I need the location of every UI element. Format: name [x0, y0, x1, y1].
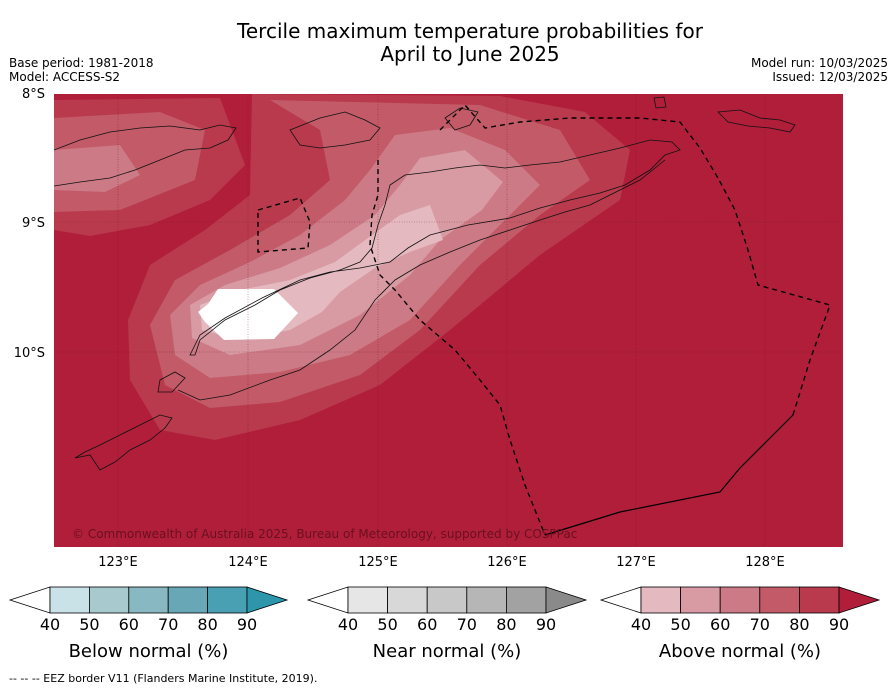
alor-island-coast	[289, 111, 381, 149]
map-panel: © Commonwealth of Australia 2025, Bureau…	[54, 94, 843, 547]
colorbar-segment	[128, 586, 169, 614]
colorbar-segment	[167, 586, 208, 614]
eez-timor-leste	[369, 160, 546, 536]
flores-island-coast	[54, 124, 237, 187]
colorbar-tick-label: 90	[237, 615, 257, 634]
colorbar-segment	[426, 586, 468, 614]
colorbar-segment	[207, 586, 248, 614]
lon-label-124e: 124°E	[228, 555, 268, 570]
colorbar-tick-label: 70	[158, 615, 178, 634]
colorbar-tick-label: 90	[829, 615, 849, 634]
colorbar-extend-low	[599, 586, 642, 614]
colorbar-tick-label: 60	[119, 615, 139, 634]
eez-footnote: -- -- -- EEZ border V11 (Flanders Marine…	[9, 672, 318, 685]
colorbar-extend-low	[306, 586, 349, 614]
colorbar-tick-label: 80	[496, 615, 516, 634]
colorbar-title: Above normal (%)	[659, 641, 821, 662]
eez-border	[257, 103, 831, 536]
colorbar-tick-label: 70	[750, 615, 770, 634]
lon-label-127e: 127°E	[616, 555, 656, 570]
colorbar-segment	[466, 586, 507, 614]
colorbar-below-normal: 40 50 60 70 80 90 Below normal (%)	[8, 586, 289, 662]
base-period: Base period: 1981-2018	[9, 56, 154, 70]
meta-right: Model run: 10/03/2025 Issued: 12/03/2025	[751, 56, 888, 84]
eez-west	[257, 197, 311, 253]
model-name: Model: ACCESS-S2	[9, 70, 121, 84]
lat-label-9s: 9°S	[22, 216, 45, 231]
kisar-island-coast	[653, 96, 667, 109]
lon-label-125e: 125°E	[358, 555, 398, 570]
colorbar-tick-label: 40	[40, 615, 60, 634]
colorbar-segment	[89, 586, 130, 614]
colorbar-segment	[799, 586, 840, 614]
colorbar-segment	[387, 586, 428, 614]
lon-label-123e: 123°E	[98, 555, 138, 570]
lat-label-10s: 10°S	[14, 346, 45, 361]
timor-south-coast	[177, 159, 666, 401]
colorbar-extend-high	[838, 586, 881, 614]
colorbar-tick-label: 80	[789, 615, 809, 634]
wetar-island-coast	[444, 107, 479, 131]
lon-label-126e: 126°E	[487, 555, 527, 570]
colorbar-segment	[347, 586, 388, 614]
latitude-labels: 8°S 9°S 10°S	[14, 87, 45, 361]
eez-south-solid	[544, 414, 794, 536]
colorbar-segment	[680, 586, 721, 614]
colorbar-above-normal: 40 50 60 70 80 90 Above normal (%)	[599, 586, 881, 662]
timor-island-coast	[189, 139, 681, 356]
colorbar-tick-label: 90	[536, 615, 556, 634]
title-line-1: Tercile maximum temperature probabilitie…	[237, 19, 703, 43]
colorbar-extend-high	[545, 586, 588, 614]
colorbar-extend-high	[246, 586, 289, 614]
colorbar-tick-label: 70	[457, 615, 477, 634]
colorbar-extend-low	[8, 586, 51, 614]
colorbar-segment	[719, 586, 761, 614]
colorbar-tick-label: 50	[377, 615, 397, 634]
title-line-2: April to June 2025	[380, 42, 560, 66]
colorbar-segment	[759, 586, 800, 614]
colorbar-tick-label: 40	[338, 615, 358, 634]
contour-60	[54, 145, 140, 192]
colorbar-tick-label: 50	[79, 615, 99, 634]
chart-title: Tercile maximum temperature probabilitie…	[0, 20, 896, 66]
longitude-labels: 123°E 124°E 125°E 126°E 127°E 128°E	[98, 555, 785, 570]
colorbar-tick-label: 60	[417, 615, 437, 634]
leti-islands-coast	[717, 109, 796, 133]
colorbar-tick-label: 40	[631, 615, 651, 634]
rote-island-coast	[157, 371, 186, 393]
lon-label-128e: 128°E	[745, 555, 785, 570]
colorbar-title: Near normal (%)	[373, 641, 522, 662]
model-run: Model run: 10/03/2025	[750, 56, 888, 70]
colorbar-tick-label: 80	[197, 615, 217, 634]
meta-left: Base period: 1981-2018 Model: ACCESS-S2	[9, 56, 154, 84]
sawu-island-coast	[74, 414, 173, 471]
map-copyright: © Commonwealth of Australia 2025, Bureau…	[72, 527, 577, 541]
colorbar-segment	[49, 586, 90, 614]
issued-date: Issued: 12/03/2025	[772, 70, 888, 84]
colorbar-title: Below normal (%)	[69, 641, 229, 662]
colorbar-tick-label: 60	[710, 615, 730, 634]
lat-label-8s: 8°S	[22, 87, 45, 102]
coastlines	[54, 96, 796, 471]
colorbar-segment	[505, 586, 547, 614]
colorbar-near-normal: 40 50 60 70 80 90 Near normal (%)	[306, 586, 588, 662]
colorbar-segment	[640, 586, 681, 614]
colorbar-tick-label: 50	[670, 615, 690, 634]
